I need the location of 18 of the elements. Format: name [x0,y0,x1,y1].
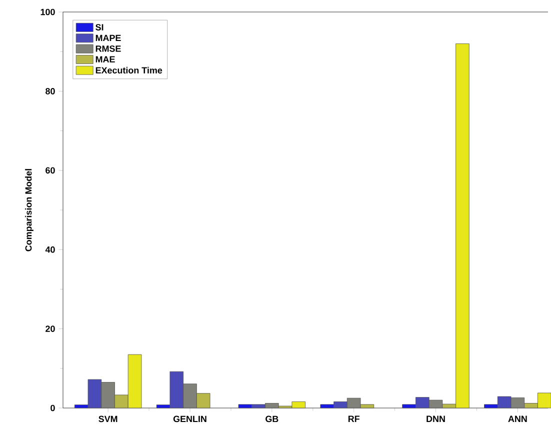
x-tick-label: SVM [98,416,118,422]
y-tick-label: 100 [40,8,55,16]
legend-label: MAPE [96,34,121,42]
y-axis-title: Comparision Model [25,169,34,252]
legend-label: EXecution Time [96,66,162,74]
x-tick-label: ANN [508,416,527,422]
x-tick-label: GB [266,416,278,422]
y-tick-label: 60 [46,167,55,174]
x-tick-label: GENLIN [173,416,206,422]
y-tick-label: 40 [45,246,55,253]
y-tick-label: 20 [46,326,55,332]
legend-label: MAE [96,56,115,62]
legend-label: SI [96,24,104,30]
y-tick-label: 0 [50,404,55,412]
x-tick-label: DNN [426,416,445,422]
legend-label: RMSE [96,45,121,52]
x-tick-label: RF [348,416,360,422]
y-tick-label: 80 [46,88,55,94]
